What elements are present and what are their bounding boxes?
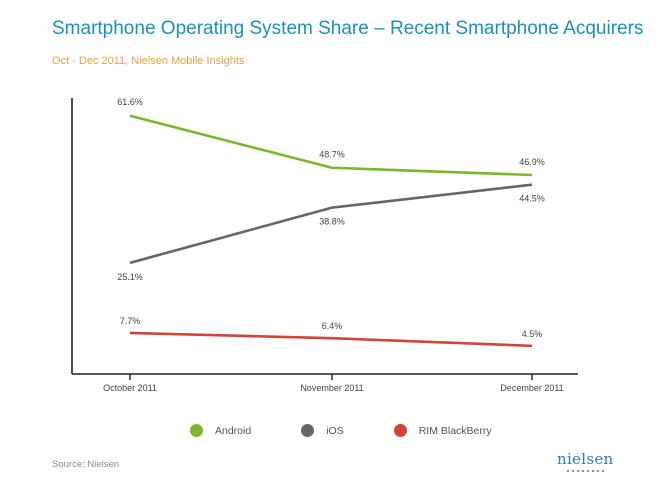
data-label: 4.5% <box>522 329 543 339</box>
legend-label-blackberry: RIM BlackBerry <box>418 424 492 437</box>
chart-title: Smartphone Operating System Share – Rece… <box>52 18 644 39</box>
chart-legend: Android iOS RIM BlackBerry <box>190 424 492 437</box>
logo-dots <box>566 470 604 472</box>
data-label: 61.6% <box>117 97 143 107</box>
chart-subtitle: Oct - Dec 2011, Nielsen Mobile Insights <box>52 55 245 67</box>
source-note: Source: Nielsen <box>52 459 120 470</box>
legend-item-blackberry: RIM BlackBerry <box>393 424 492 437</box>
legend-item-ios: iOS <box>301 424 344 437</box>
data-label: 38.8% <box>319 217 345 227</box>
series-line-android <box>129 114 533 177</box>
data-label: 44.5% <box>519 194 545 204</box>
legend-label-ios: iOS <box>326 424 344 437</box>
legend-swatch-android <box>190 424 203 437</box>
data-label: 48.7% <box>319 150 345 160</box>
data-label: 25.1% <box>117 272 143 282</box>
legend-item-android: Android <box>190 424 251 437</box>
legend-label-android: Android <box>215 424 252 437</box>
legend-swatch-ios <box>301 424 315 437</box>
series-line-rim-blackberry <box>129 331 533 348</box>
data-label: 46.9% <box>519 157 545 167</box>
logo-wordmark: nielsen <box>557 450 614 468</box>
legend-swatch-blackberry <box>393 424 407 437</box>
x-tick-label: December 2011 <box>500 383 563 393</box>
data-label: 7.7% <box>120 316 141 326</box>
x-tick-label: October 2011 <box>103 383 157 393</box>
nielsen-logo: nielsen <box>557 452 613 472</box>
data-label: 6.4% <box>322 321 343 331</box>
x-tick-label: November 2011 <box>300 383 363 393</box>
